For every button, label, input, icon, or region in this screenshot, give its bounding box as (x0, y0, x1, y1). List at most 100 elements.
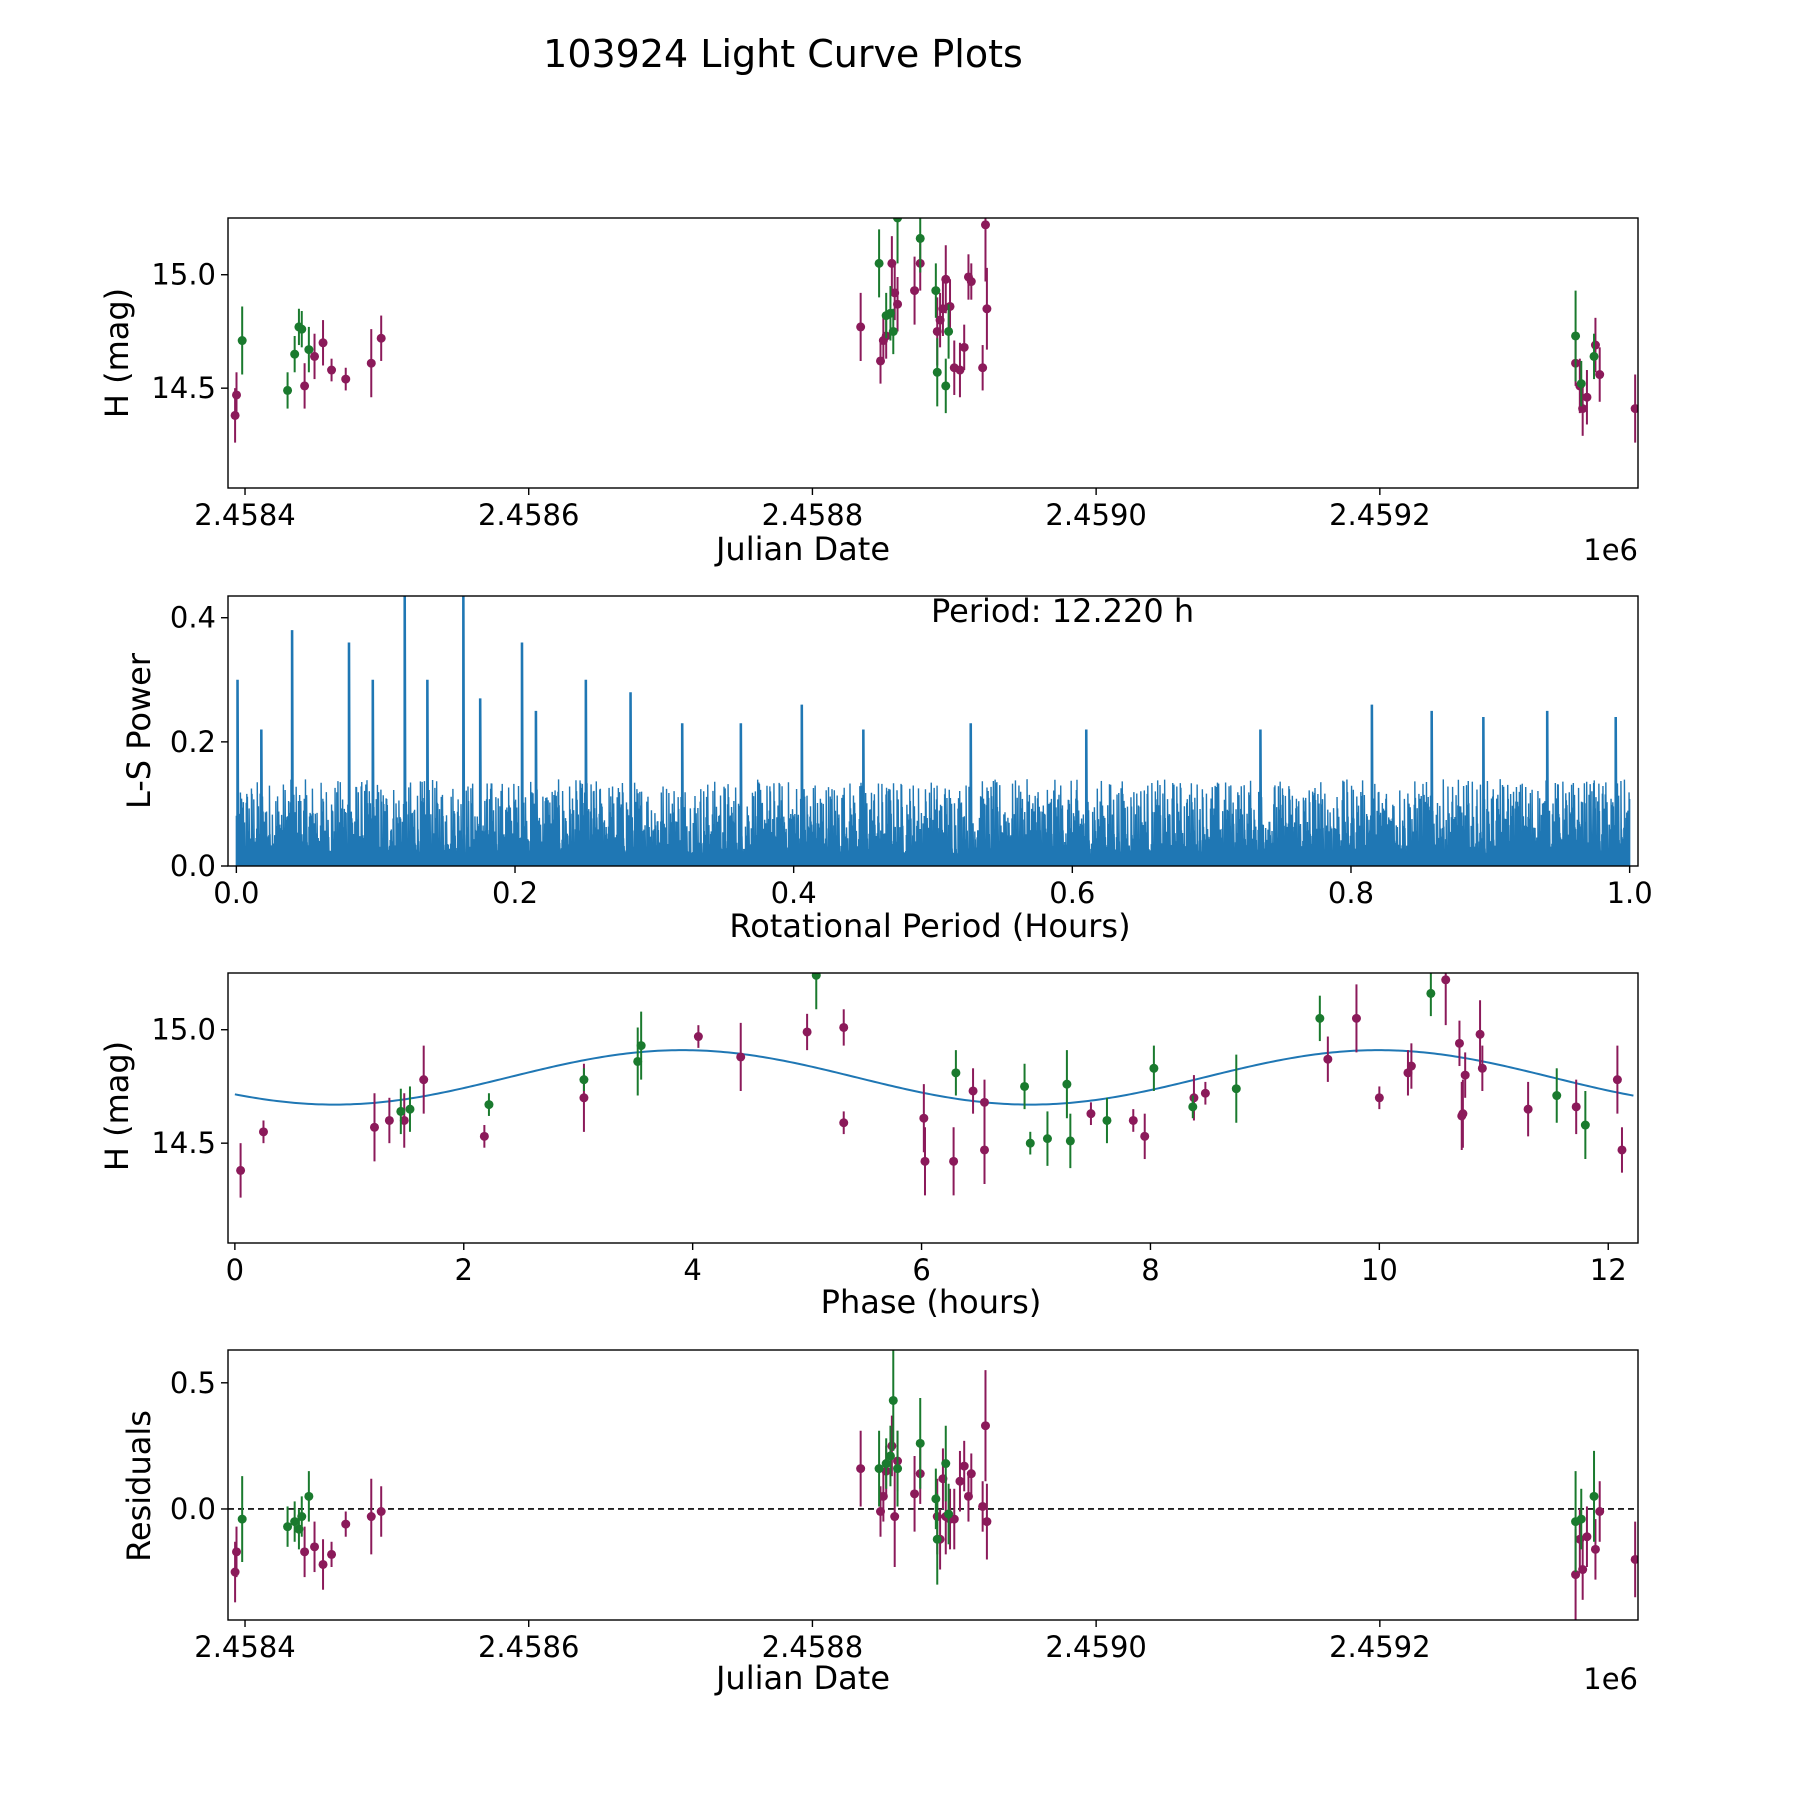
periodogram-xtick-label: 0.4 (771, 876, 817, 910)
lightcurve-content (230, 218, 1638, 443)
purple-data-point (856, 1464, 866, 1474)
purple-data-point (376, 333, 386, 343)
purple-data-point (1128, 1115, 1138, 1125)
purple-data-point (887, 258, 897, 268)
folded-ylabel: H (mag) (98, 1041, 136, 1171)
green-data-point (1231, 1084, 1241, 1094)
folded-ytick-label: 15.0 (151, 1013, 216, 1047)
purple-data-point (1454, 1038, 1464, 1048)
green-data-point (1025, 1138, 1035, 1148)
folded-xtick-label: 2 (455, 1253, 473, 1287)
periodogram-series-line (235, 596, 1631, 866)
purple-data-point (966, 1469, 976, 1479)
purple-data-point (1595, 1506, 1605, 1516)
green-data-point (304, 345, 314, 355)
purple-data-point (232, 1547, 242, 1557)
purple-data-point (419, 1075, 429, 1085)
periodogram-xtick-label: 0.0 (213, 876, 259, 910)
purple-data-point (310, 1542, 320, 1552)
folded-xtick-label: 10 (1361, 1253, 1398, 1287)
green-data-point (888, 1395, 898, 1405)
residuals-plot: Residuals Julian Date 1e6 2.4584 2.4586 2.… (120, 1349, 1639, 1697)
periodogram-xtick-label: 0.8 (1328, 876, 1374, 910)
green-data-point (932, 1534, 942, 1544)
green-data-point (290, 349, 300, 359)
purple-data-point (1617, 1145, 1627, 1155)
model-fit-line (234, 1049, 1634, 1106)
purple-data-point (910, 286, 920, 296)
green-data-point (297, 324, 307, 334)
figure-title: 103924 Light Curve Plots (543, 32, 1023, 76)
green-data-point (931, 286, 941, 296)
green-data-point (893, 218, 903, 223)
green-data-point (283, 1522, 293, 1532)
purple-data-point (966, 277, 976, 287)
green-data-point (1552, 1091, 1562, 1101)
green-data-point (633, 1056, 643, 1066)
purple-data-point (1403, 1068, 1413, 1078)
green-data-point (1062, 1079, 1072, 1089)
periodogram-ylabel: L-S Power (120, 652, 158, 809)
green-data-point (888, 326, 898, 336)
folded-xtick-label: 0 (226, 1253, 244, 1287)
purple-data-point (399, 1115, 409, 1125)
purple-data-point (327, 365, 337, 375)
purple-data-point (579, 1093, 589, 1103)
green-data-point (304, 1491, 314, 1501)
residuals-xtick-label: 2.4588 (762, 1630, 863, 1664)
purple-data-point (369, 1122, 379, 1132)
green-data-point (636, 1041, 646, 1051)
green-data-point (1571, 331, 1581, 341)
purple-data-point (1477, 1063, 1487, 1073)
purple-data-point (893, 299, 903, 309)
purple-data-point (366, 358, 376, 368)
folded-xtick-label: 6 (912, 1253, 930, 1287)
residuals-xtick-label: 2.4584 (194, 1630, 295, 1664)
purple-data-point (318, 1559, 328, 1569)
purple-data-point (230, 1567, 240, 1577)
lightcurve-plot: H (mag) Julian Date 1e6 2.4584 2.4586 2.45… (98, 217, 1639, 568)
green-data-point (1020, 1081, 1030, 1091)
residuals-ytick-label: 0.0 (170, 1492, 216, 1526)
purple-data-point (1582, 392, 1592, 402)
periodogram-plot: L-S Power Rotational Period (Hours) Peri… (120, 592, 1653, 945)
lightcurve-axes-frame (227, 217, 1639, 489)
lightcurve-ytick-label: 14.5 (151, 371, 216, 405)
purple-data-point (318, 338, 328, 348)
purple-data-point (941, 274, 951, 284)
purple-data-point (963, 1491, 973, 1501)
purple-data-point (980, 1145, 990, 1155)
folded-xtick-label: 8 (1141, 1253, 1159, 1287)
purple-data-point (693, 1032, 703, 1042)
green-data-point (932, 367, 942, 377)
purple-data-point (1630, 404, 1638, 414)
lightcurve-ylabel: H (mag) (98, 288, 136, 418)
purple-data-point (1189, 1093, 1199, 1103)
purple-data-point (1374, 1093, 1384, 1103)
purple-data-point (384, 1115, 394, 1125)
purple-data-point (802, 1027, 812, 1037)
purple-data-point (236, 1165, 246, 1175)
lightcurve-xtick-label: 2.4592 (1329, 498, 1430, 532)
green-data-point (396, 1106, 406, 1116)
green-data-point (1149, 1063, 1159, 1073)
purple-data-point (982, 304, 992, 314)
periodogram-xtick-label: 1.0 (1607, 876, 1653, 910)
green-data-point (931, 1494, 941, 1504)
purple-data-point (919, 1113, 929, 1123)
purple-data-point (1578, 1565, 1588, 1575)
green-data-point (941, 381, 951, 391)
folded-xtick-label: 4 (683, 1253, 701, 1287)
purple-data-point (839, 1022, 849, 1032)
green-data-point (1042, 1134, 1052, 1144)
green-data-point (484, 1100, 494, 1110)
green-data-point (297, 1512, 307, 1522)
purple-data-point (955, 365, 965, 375)
purple-data-point (258, 1127, 268, 1137)
green-data-point (237, 336, 247, 346)
green-data-point (283, 385, 293, 395)
periodogram-xlabel: Rotational Period (Hours) (729, 907, 1130, 945)
purple-data-point (1200, 1088, 1210, 1098)
folded-xlabel: Phase (hours) (821, 1283, 1042, 1321)
green-data-point (579, 1075, 589, 1085)
